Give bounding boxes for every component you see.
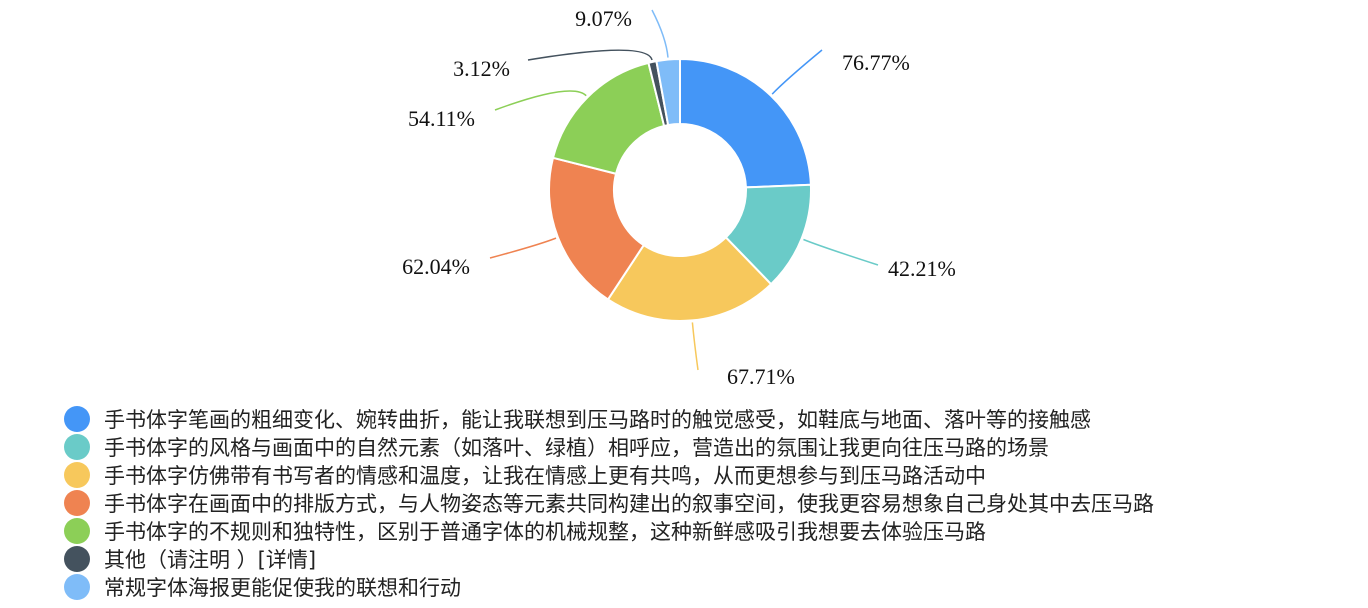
legend-color-dot	[64, 406, 90, 432]
legend-item[interactable]: 手书体字笔画的粗细变化、婉转曲折，能让我联想到压马路时的触觉感受，如鞋底与地面、…	[64, 405, 1154, 433]
legend-color-dot	[64, 546, 90, 572]
legend-label: 手书体字的风格与画面中的自然元素（如落叶、绿植）相呼应，营造出的氛围让我更向往压…	[104, 436, 1049, 460]
data-label: 9.07%	[575, 6, 632, 31]
label-leader-line	[691, 322, 699, 371]
legend-color-dot	[64, 574, 90, 600]
data-label: 3.12%	[453, 56, 510, 81]
label-leader-line	[494, 90, 587, 111]
donut-slice[interactable]	[606, 236, 773, 322]
legend-color-dot	[64, 434, 90, 460]
data-label: 67.71%	[727, 364, 795, 389]
label-leader-line	[771, 49, 823, 95]
data-label: 42.21%	[888, 256, 956, 281]
donut-slice[interactable]	[679, 57, 812, 189]
legend-label: 手书体字的不规则和独特性，区别于普通字体的机械规整，这种新鲜感吸引我想要去体验压…	[104, 520, 986, 544]
legend-item[interactable]: 手书体字仿佛带有书写者的情感和温度，让我在情感上更有共鸣，从而更想参与到压马路活…	[64, 461, 1154, 489]
donut-slice[interactable]	[551, 61, 666, 175]
label-leader-line	[489, 237, 557, 259]
legend: 手书体字笔画的粗细变化、婉转曲折，能让我联想到压马路时的触觉感受，如鞋底与地面、…	[64, 405, 1154, 601]
legend-label: 手书体字在画面中的排版方式，与人物姿态等元素共同构建出的叙事空间，使我更容易想象…	[104, 492, 1154, 516]
legend-color-dot	[64, 462, 90, 488]
legend-label: 手书体字笔画的粗细变化、婉转曲折，能让我联想到压马路时的触觉感受，如鞋底与地面、…	[104, 408, 1091, 432]
donut-chart: 76.77% 42.21% 67.71% 62.04% 54.11% 3.12% 9.07%	[402, 6, 956, 389]
label-leader-line	[651, 9, 669, 58]
legend-color-dot	[64, 518, 90, 544]
label-leader-line	[527, 49, 653, 61]
legend-item[interactable]: 常规字体海报更能促使我的联想和行动	[64, 573, 1154, 601]
legend-item[interactable]: 手书体字的不规则和独特性，区别于普通字体的机械规整，这种新鲜感吸引我想要去体验压…	[64, 517, 1154, 545]
label-leader-line	[803, 238, 879, 266]
legend-item[interactable]: 手书体字的风格与画面中的自然元素（如落叶、绿植）相呼应，营造出的氛围让我更向往压…	[64, 433, 1154, 461]
legend-label: 常规字体海报更能促使我的联想和行动	[104, 576, 461, 600]
data-label: 62.04%	[402, 254, 470, 279]
data-label: 54.11%	[408, 106, 475, 131]
legend-label: 其他（请注明 ）[详情]	[104, 548, 317, 572]
legend-color-dot	[64, 490, 90, 516]
legend-label: 手书体字仿佛带有书写者的情感和温度，让我在情感上更有共鸣，从而更想参与到压马路活…	[104, 464, 986, 488]
legend-item[interactable]: 手书体字在画面中的排版方式，与人物姿态等元素共同构建出的叙事空间，使我更容易想象…	[64, 489, 1154, 517]
legend-item[interactable]: 其他（请注明 ）[详情]	[64, 545, 1154, 573]
data-label: 76.77%	[842, 50, 910, 75]
donut-slice[interactable]	[655, 57, 681, 127]
